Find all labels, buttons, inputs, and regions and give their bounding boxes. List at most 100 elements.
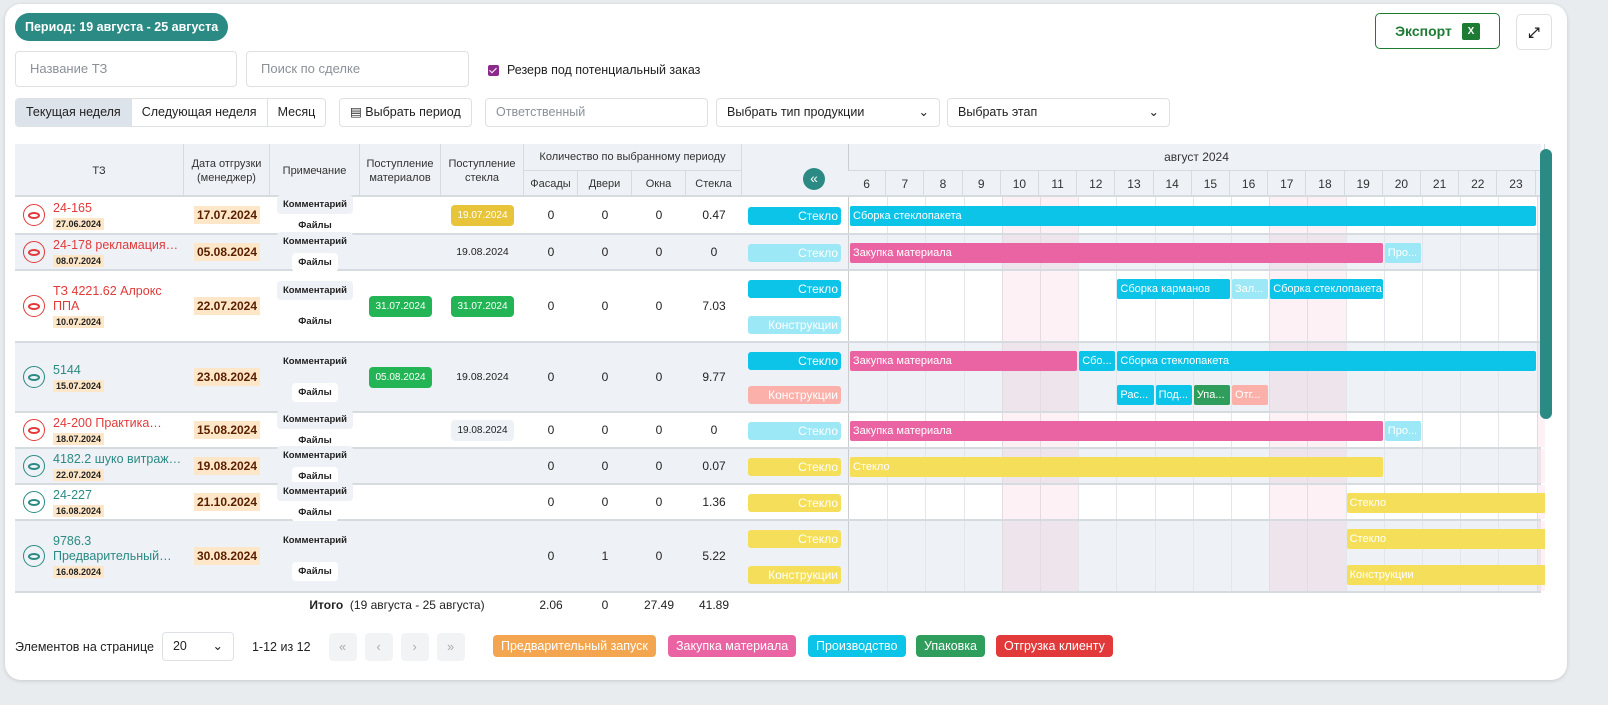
col-doors: Двери [578,171,632,197]
eye-icon[interactable] [23,545,45,567]
eye-icon[interactable] [23,455,45,477]
day-gridline [1192,271,1194,341]
gantt-bar[interactable]: Сборка стеклопакета [1117,351,1536,371]
export-button[interactable]: Экспорт X [1375,13,1500,49]
tz-info: 24-200 Практика… 18.07.2024 [53,416,162,445]
gantt-bar[interactable]: Про... [1384,243,1421,263]
gantt-bar[interactable]: Зал... [1232,279,1269,299]
gantt-bar[interactable]: Стекло [1346,493,1545,513]
day-10: 10 [1001,171,1039,197]
choose-period-button[interactable]: ▤ Выбрать период [339,98,472,127]
gantt-bar[interactable]: Стекло [1346,529,1545,549]
eye-icon[interactable] [23,241,45,263]
glass-date: 19.08.2024 [456,371,509,383]
eye-icon[interactable] [23,204,45,226]
gantt-bar[interactable]: Закупка материала [850,351,1078,371]
tab-month[interactable]: Месяц [277,105,316,119]
day-gridline [963,485,965,519]
last-page-icon[interactable]: » [436,632,465,661]
responsible-input[interactable]: Ответственный [485,98,708,127]
comment-button[interactable]: Комментарий [277,531,353,550]
windows-qty: 0 [655,245,663,259]
comment-button[interactable]: Комментарий [277,482,353,501]
files-button[interactable]: Файлы [292,562,338,581]
files-button[interactable]: Файлы [292,503,338,522]
stage-label[interactable]: Стекло [748,207,841,225]
gantt-bar[interactable]: Про... [1384,421,1421,441]
stage-label[interactable]: Стекло [748,244,841,262]
expand-icon[interactable]: ⤢ [1516,14,1552,50]
comment-button[interactable]: Комментарий [277,352,353,371]
tz-link[interactable]: 4182.2 шуко витраж… [53,451,182,466]
gantt-bar[interactable]: Сборка карманов [1117,279,1230,299]
per-page-select[interactable]: 20 ⌄ [161,632,234,661]
gantt-bar[interactable]: Закупка материала [850,243,1383,263]
gantt-bar[interactable]: Сборка стеклопакета [1270,279,1383,299]
next-page-icon[interactable]: › [400,632,429,661]
gantt-bar[interactable]: Конструкции [1346,565,1545,585]
gantt-bar[interactable]: Сбо... [1079,351,1116,371]
comment-button[interactable]: Комментарий [277,281,353,300]
day-gridline [1536,271,1538,341]
eye-icon[interactable] [23,491,45,513]
comment-button[interactable]: Комментарий [277,195,353,214]
tz-name-input[interactable]: Название ТЗ [15,51,237,87]
gantt-bar[interactable]: Под... [1155,385,1192,405]
facades-qty: 0 [547,549,555,563]
tab-current-week[interactable]: Текущая неделя [16,99,132,126]
deal-search-input[interactable]: Поиск по сделке [246,51,469,87]
tz-link[interactable]: ТЗ 4221.62 Алрокс ППА [53,284,162,313]
stage-label[interactable]: Конструкции [748,566,841,584]
files-button[interactable]: Файлы [292,312,338,331]
checkbox-checked-icon[interactable] [488,64,499,76]
tab-next-week[interactable]: Следующая неделя [132,99,268,126]
tz-link[interactable]: 24-200 Практика… [53,415,162,430]
first-page-icon[interactable]: « [328,632,357,661]
tz-link[interactable]: 5144 [53,362,81,377]
day-gridline [1154,521,1156,591]
stage-label[interactable]: Стекло [748,422,841,440]
stage-label[interactable]: Стекло [748,494,841,512]
table-row: 24-165 27.06.2024 17.07.2024 Комментарий Фай… [15,195,1545,235]
comment-button[interactable]: Комментарий [277,446,353,465]
stage-label[interactable]: Конструкции [748,316,841,334]
comment-button[interactable]: Комментарий [277,410,353,429]
gantt-bar[interactable]: Сборка стеклопакета [850,206,1536,226]
files-button[interactable]: Файлы [292,383,338,402]
collapse-icon[interactable]: « [803,168,825,190]
stage-label[interactable]: Стекло [748,530,841,548]
stage-label[interactable]: Стекло [748,352,841,370]
day-gridline [887,521,889,591]
files-button[interactable]: Файлы [292,467,338,486]
files-button[interactable]: Файлы [292,253,338,272]
prev-page-icon[interactable]: ‹ [364,632,393,661]
gantt-bar[interactable]: Закупка материала [850,421,1383,441]
stage-label[interactable]: Конструкции [748,386,841,404]
eye-icon[interactable] [23,419,45,441]
tz-link[interactable]: 24-165 [53,200,92,215]
eye-icon[interactable] [23,295,45,317]
eye-icon[interactable] [23,366,45,388]
tz-link[interactable]: 24-227 [53,487,92,502]
files-button[interactable]: Файлы [292,431,338,450]
product-type-select[interactable]: Выбрать тип продукции ⌄ [716,98,940,127]
gantt-bar[interactable]: Упа... [1193,385,1230,405]
day-gridline [1078,343,1080,411]
stage-label[interactable]: Стекло [748,458,841,476]
scrollbar[interactable] [1540,149,1552,419]
reserve-checkbox[interactable]: Резерв под потенциальный заказ [488,63,700,77]
gantt-bar[interactable]: Стекло [850,457,1383,477]
legend-item: Предварительный запуск [493,635,656,657]
stage-label[interactable]: Стекло [748,280,841,298]
tz-link[interactable]: 24-178 рекламация… [53,237,179,252]
files-button[interactable]: Файлы [292,216,338,235]
tz-info: 5144 15.07.2024 [53,362,105,392]
stage-select[interactable]: Выбрать этап ⌄ [947,98,1170,127]
stage-value: Выбрать этап [958,105,1038,119]
gantt-bar[interactable]: Рас... [1117,385,1154,405]
tz-link[interactable]: 9786.3 Предварительный… [53,534,172,563]
comment-button[interactable]: Комментарий [277,232,353,251]
tz-cell: 24-200 Практика… 18.07.2024 [23,413,193,447]
doors-qty: 0 [601,459,609,473]
gantt-bar[interactable]: Отг... [1232,385,1269,405]
